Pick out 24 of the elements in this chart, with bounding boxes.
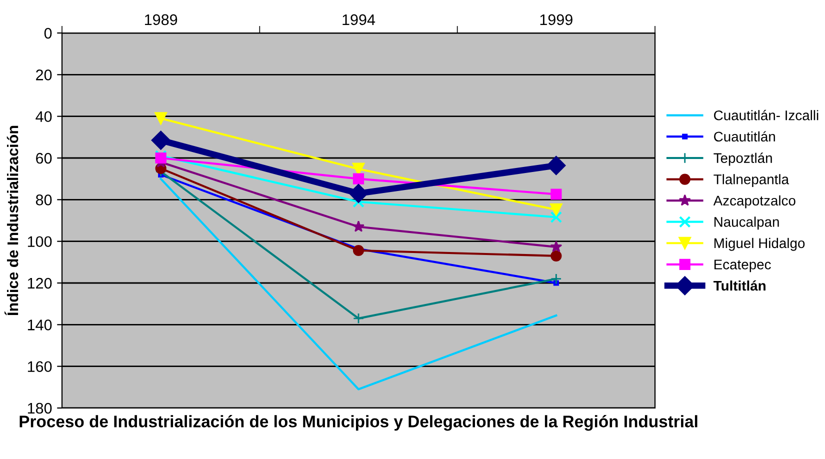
- y-tick-label: 140: [28, 320, 52, 330]
- y-tick-label: 80: [36, 194, 52, 206]
- legend-label: Tepoztlán: [714, 152, 772, 166]
- x-tick-label: 1994: [342, 14, 376, 26]
- legend-label: Miguel Hidalgo: [714, 238, 805, 251]
- x-tick-label: 1989: [145, 14, 178, 26]
- legend-label: Tultitlán: [713, 280, 766, 291]
- y-tick-label: 40: [36, 111, 52, 122]
- y-tick-label: 120: [28, 278, 52, 289]
- y-tick-label: 0: [44, 28, 52, 39]
- text: Proceso de Industrialización de los Municipios y Delegaciones de la Región Industrial: [20, 415, 698, 431]
- y-tick-label: 20: [36, 70, 52, 80]
- legend-label: Cuautitlán: [714, 131, 775, 142]
- y-axis-title: Índice de Industrialización: [4, 126, 18, 316]
- y-tick-label: 180: [28, 402, 52, 414]
- legend-label: Naucalpan: [714, 216, 779, 230]
- y-tick-label: 60: [36, 152, 52, 164]
- y-tick-label: 160: [28, 361, 52, 372]
- legend-label: Azcapotzalco: [713, 195, 796, 208]
- x-tick-label: 1999: [540, 14, 572, 26]
- legend-label: Tlalnepantla: [714, 174, 789, 188]
- legend-label: Cuautitlán- Izcalli: [714, 110, 818, 120]
- legend-label: Ecatepec: [714, 260, 771, 272]
- y-tick-label: 100: [28, 236, 52, 248]
